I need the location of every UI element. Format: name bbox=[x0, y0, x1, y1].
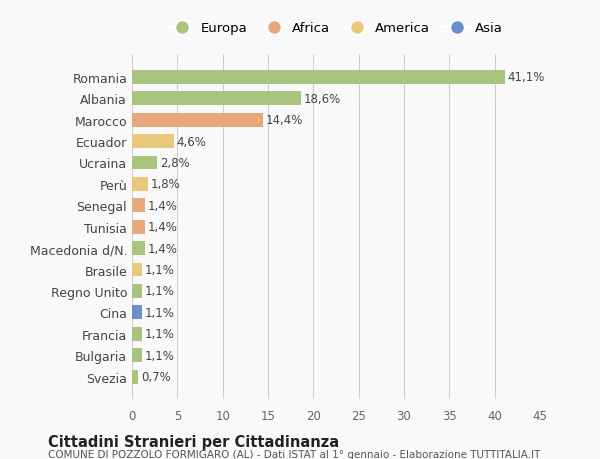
Text: 1,4%: 1,4% bbox=[148, 242, 177, 255]
Legend: Europa, Africa, America, Asia: Europa, Africa, America, Asia bbox=[164, 17, 508, 40]
Bar bbox=[132, 220, 145, 234]
Text: 1,1%: 1,1% bbox=[145, 349, 175, 362]
Bar bbox=[132, 370, 139, 384]
Bar bbox=[132, 178, 148, 191]
Text: Cittadini Stranieri per Cittadinanza: Cittadini Stranieri per Cittadinanza bbox=[48, 434, 339, 449]
Text: 41,1%: 41,1% bbox=[508, 71, 545, 84]
Bar bbox=[132, 92, 301, 106]
Bar bbox=[132, 156, 157, 170]
Text: COMUNE DI POZZOLO FORMIGARO (AL) - Dati ISTAT al 1° gennaio - Elaborazione TUTTI: COMUNE DI POZZOLO FORMIGARO (AL) - Dati … bbox=[48, 449, 541, 459]
Bar bbox=[132, 135, 174, 149]
Text: 1,1%: 1,1% bbox=[145, 306, 175, 319]
Bar bbox=[132, 327, 142, 341]
Bar bbox=[132, 241, 145, 256]
Bar bbox=[132, 113, 263, 127]
Text: 14,4%: 14,4% bbox=[265, 114, 302, 127]
Text: 2,8%: 2,8% bbox=[160, 157, 190, 170]
Text: 0,7%: 0,7% bbox=[141, 370, 171, 383]
Bar bbox=[132, 71, 505, 84]
Bar bbox=[132, 263, 142, 277]
Text: 1,4%: 1,4% bbox=[148, 221, 177, 234]
Bar bbox=[132, 348, 142, 362]
Bar bbox=[132, 306, 142, 319]
Text: 1,1%: 1,1% bbox=[145, 285, 175, 298]
Bar bbox=[132, 284, 142, 298]
Bar bbox=[132, 199, 145, 213]
Text: 1,1%: 1,1% bbox=[145, 328, 175, 341]
Text: 4,6%: 4,6% bbox=[176, 135, 206, 148]
Text: 1,8%: 1,8% bbox=[151, 178, 181, 191]
Text: 18,6%: 18,6% bbox=[304, 93, 341, 106]
Text: 1,4%: 1,4% bbox=[148, 199, 177, 213]
Text: 1,1%: 1,1% bbox=[145, 263, 175, 276]
